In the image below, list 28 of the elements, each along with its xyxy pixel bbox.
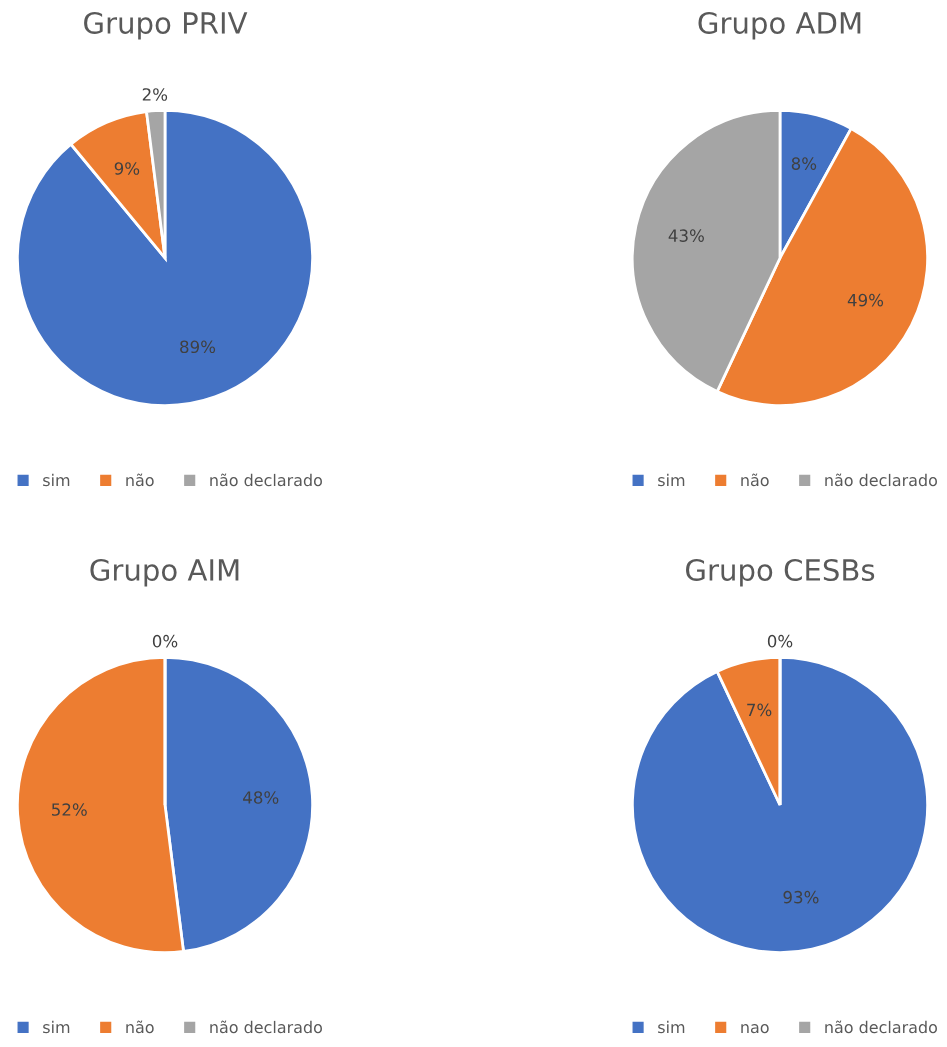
data-label: 9% bbox=[114, 162, 140, 175]
text: 0% bbox=[767, 634, 793, 648]
data-label: 89% bbox=[180, 340, 216, 354]
legend-label: sim bbox=[43, 473, 70, 487]
legend-label: não declarado bbox=[825, 473, 937, 487]
legend-label: não bbox=[741, 473, 769, 487]
data-label: 2% bbox=[142, 88, 168, 101]
data-label: 8% bbox=[791, 157, 817, 170]
chart-title: Grupo AIM bbox=[90, 558, 239, 587]
legend-label: não declarado bbox=[210, 473, 322, 487]
legend-label: sim bbox=[658, 1020, 685, 1034]
data-label: 93% bbox=[783, 890, 819, 904]
data-label: 43% bbox=[668, 229, 704, 242]
legend-label: não bbox=[126, 473, 154, 487]
legend-label: sim bbox=[658, 473, 685, 487]
legend-label: não declarado bbox=[825, 1020, 937, 1034]
chart-title: Grupo ADM bbox=[698, 11, 861, 40]
legend-label: não bbox=[126, 1020, 154, 1034]
chart-title: Grupo CESBs bbox=[686, 558, 875, 587]
data-label: 48% bbox=[243, 791, 279, 804]
legend-label: não declarado bbox=[210, 1020, 322, 1034]
chart-title: Grupo PRIV bbox=[84, 11, 248, 40]
legend-label: sim bbox=[43, 1020, 70, 1034]
data-label: 49% bbox=[847, 293, 884, 307]
text: 0% bbox=[152, 634, 178, 648]
data-label: 52% bbox=[52, 803, 87, 816]
legend-label: nao bbox=[741, 1024, 769, 1034]
data-label: 7% bbox=[747, 703, 772, 717]
